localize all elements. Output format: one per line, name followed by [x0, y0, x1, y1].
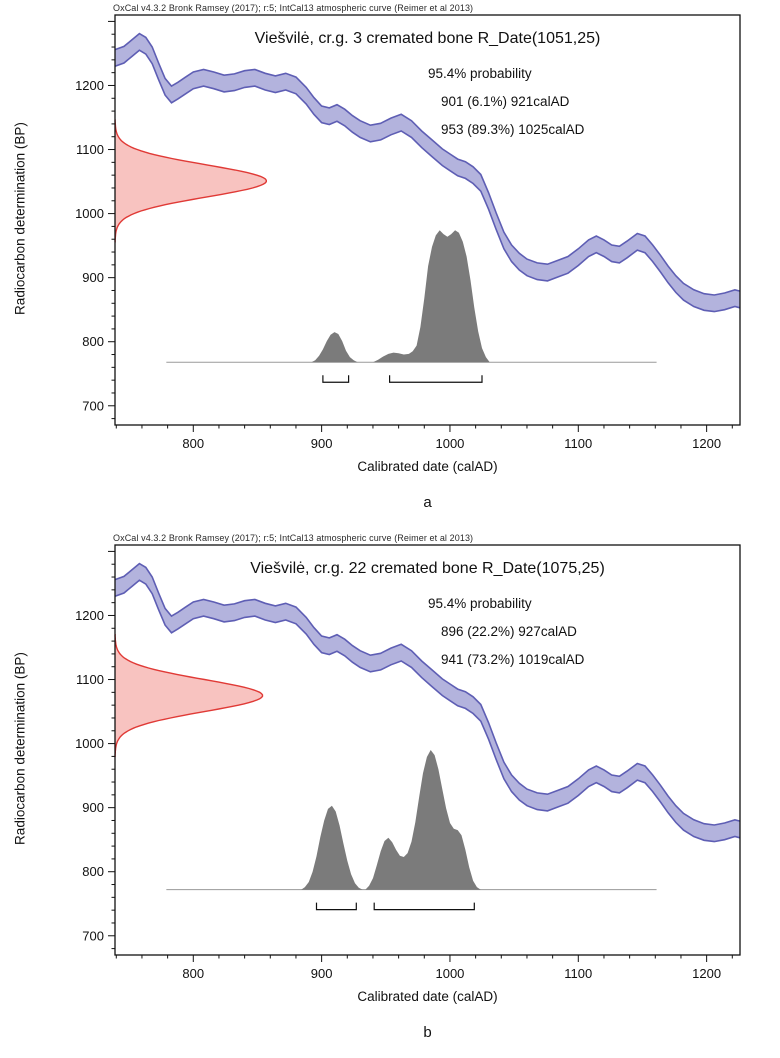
svg-text:1200: 1200	[692, 966, 721, 981]
panel-label-b: b	[423, 1024, 432, 1041]
y-axis-label: Radiocarbon determination (BP)	[12, 122, 28, 315]
oxcal-plot-a: 800 900 1000 1100 1200 700 800 900 1000 1100 1200	[75, 14, 741, 451]
probability-range-2: 941 (73.2%) 1019calAD	[441, 652, 585, 667]
svg-text:1000: 1000	[435, 436, 464, 451]
chart-panel-a: 800 900 1000 1100 1200 700 800 900 1000 1100 1200 …	[0, 0, 780, 528]
svg-text:700: 700	[82, 928, 104, 943]
probability-summary: 95.4% probability 896 (22.2%) 927calAD 9…	[428, 590, 584, 674]
svg-text:1100: 1100	[76, 672, 104, 687]
svg-text:1100: 1100	[564, 966, 592, 981]
svg-text:700: 700	[82, 398, 104, 413]
probability-range-2: 953 (89.3%) 1025calAD	[441, 122, 585, 137]
panel-label-a: a	[423, 494, 432, 511]
svg-text:900: 900	[311, 436, 333, 451]
svg-text:800: 800	[82, 334, 104, 349]
probability-range-1: 901 (6.1%) 921calAD	[441, 94, 570, 109]
x-axis-label: Calibrated date (calAD)	[357, 989, 498, 1004]
svg-text:1200: 1200	[692, 436, 721, 451]
chart-title: Viešvilė, cr.g. 22 cremated bone R_Date(…	[250, 560, 605, 577]
probability-summary: 95.4% probability 901 (6.1%) 921calAD 95…	[428, 60, 584, 144]
svg-text:1200: 1200	[75, 78, 104, 93]
svg-text:1100: 1100	[76, 142, 104, 157]
svg-text:800: 800	[82, 864, 104, 879]
svg-text:900: 900	[311, 966, 333, 981]
oxcal-plot-b: 800 900 1000 1100 1200 700 800 900 1000 1100 1200	[75, 544, 741, 981]
svg-text:800: 800	[182, 436, 204, 451]
y-axis-label: Radiocarbon determination (BP)	[12, 652, 28, 845]
svg-text:1000: 1000	[435, 966, 464, 981]
svg-text:1200: 1200	[75, 608, 104, 623]
svg-text:900: 900	[82, 800, 104, 815]
probability-heading: 95.4% probability	[428, 66, 532, 81]
probability-range-1: 896 (22.2%) 927calAD	[441, 624, 577, 639]
svg-text:1000: 1000	[75, 206, 104, 221]
chart-panel-b: 800 900 1000 1100 1200 700 800 900 1000 1100 1200 …	[0, 530, 780, 1058]
svg-text:800: 800	[182, 966, 204, 981]
probability-heading: 95.4% probability	[428, 596, 532, 611]
svg-text:1000: 1000	[75, 736, 104, 751]
chart-title: Viešvilė, cr.g. 3 cremated bone R_Date(1…	[254, 30, 601, 47]
x-axis-label: Calibrated date (calAD)	[357, 459, 498, 474]
oxcal-version-header: OxCal v4.3.2 Bronk Ramsey (2017); r:5; I…	[113, 3, 474, 13]
svg-text:900: 900	[82, 270, 104, 285]
svg-text:1100: 1100	[564, 436, 592, 451]
oxcal-version-header: OxCal v4.3.2 Bronk Ramsey (2017); r:5; I…	[113, 533, 474, 543]
